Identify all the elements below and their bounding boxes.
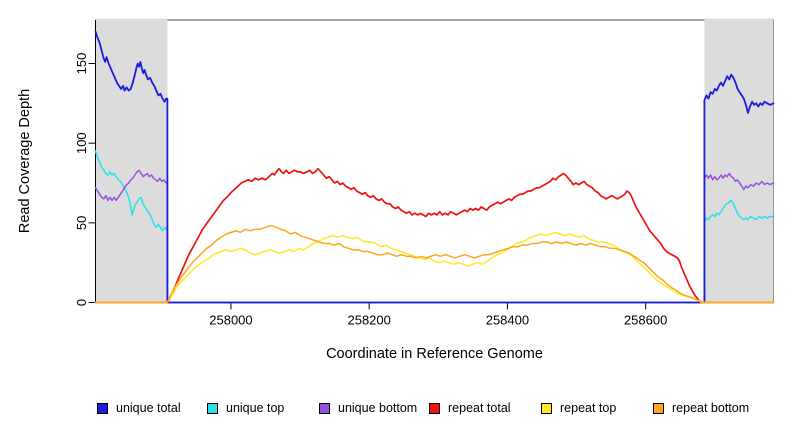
x-axis-title: Coordinate in Reference Genome [326,346,543,362]
repeat-top-swatch-icon [541,402,552,414]
series-unique-bottom [94,169,775,304]
series-repeat-top [94,231,775,304]
legend-item-unique-total: unique total [97,401,181,415]
unique-total-swatch-icon [97,402,108,414]
series-unique-top [94,150,775,304]
unique-top-swatch-icon [207,402,218,414]
unique-bottom-swatch-icon [319,402,330,414]
shaded-region [704,18,774,303]
legend-label: unique top [226,401,285,415]
legend-item-repeat-total: repeat total [429,401,511,415]
x-tick-label: 258400 [486,313,529,328]
legend-label: repeat top [560,401,617,415]
legend-label: unique bottom [338,401,418,415]
legend-item-repeat-bottom: repeat bottom [653,401,749,415]
x-tick-label: 258200 [347,313,390,328]
legend-label: repeat bottom [672,401,750,415]
legend-label: unique total [116,401,181,415]
repeat-bottom-swatch-icon [653,402,664,414]
series-repeat-total [94,167,775,304]
y-tick-label: 100 [74,132,89,154]
legend-label: repeat total [448,401,511,415]
series-repeat-bottom [94,225,775,304]
plot-frame [95,19,774,303]
y-tick-label: 0 [74,299,89,306]
legend-item-repeat-top: repeat top [541,401,616,415]
series-unique-total [94,30,775,304]
legend-item-unique-bottom: unique bottom [319,401,417,415]
x-tick-label: 258600 [624,313,667,328]
legend-item-unique-top: unique top [207,401,284,415]
repeat-total-swatch-icon [429,402,440,414]
y-axis-title: Read Coverage Depth [17,88,33,234]
y-tick-label: 50 [74,216,89,230]
shaded-region [95,18,168,303]
y-tick-label: 150 [74,53,89,75]
x-tick-label: 258000 [209,313,252,328]
